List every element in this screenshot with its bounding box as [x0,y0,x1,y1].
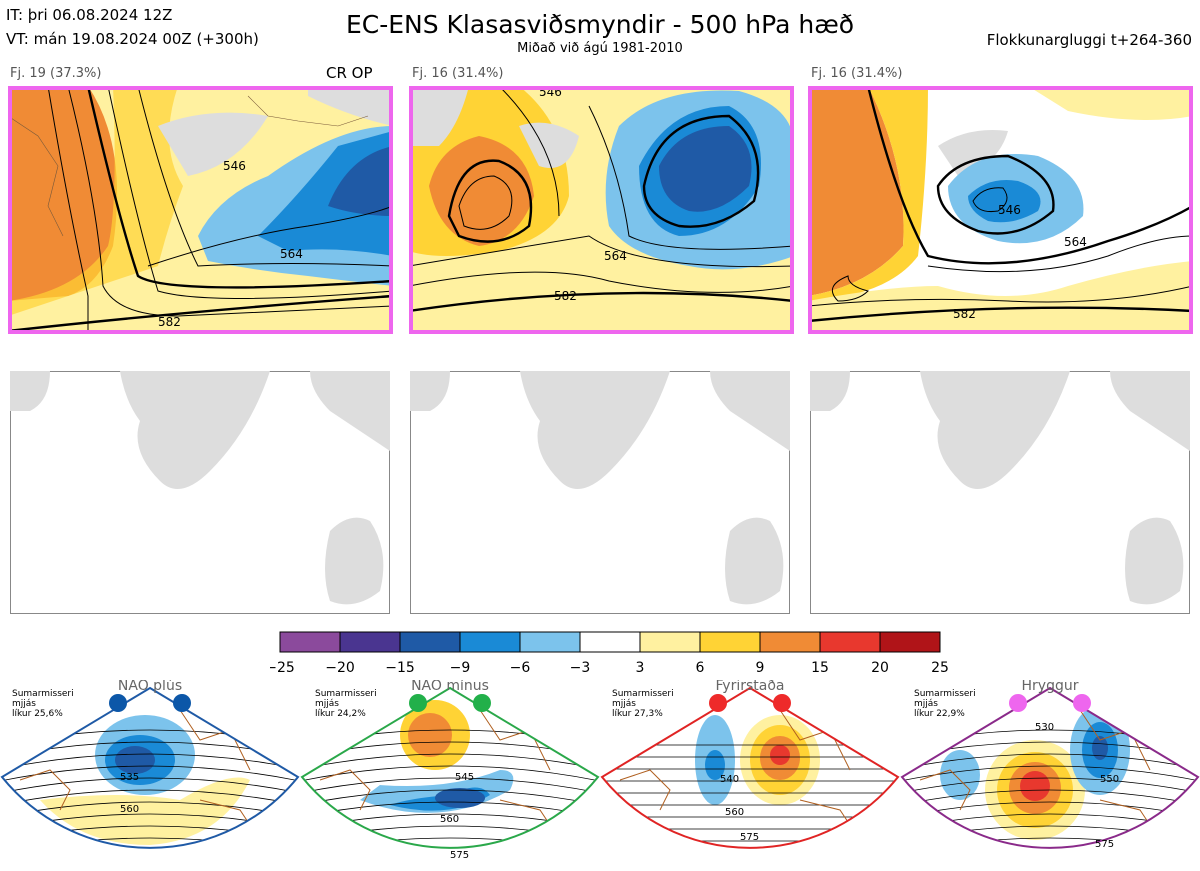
contour-label: 582 [953,307,976,321]
regime-note: Sumarmisseri [315,689,377,699]
colorbar-tick-label: 15 [811,660,829,676]
regime-sector-outline [600,686,900,849]
colorbar-tick-label: −6 [510,660,531,676]
colorbar-tick-label: 9 [756,660,765,676]
regime-map-3: 540 560 575 Fyrirstaða Sumarmisserimjjáslíku… [600,680,900,849]
regime-note: Sumarmisseri [914,689,976,699]
regime-contour-label: 575 [740,832,759,843]
colorbar-tick-label: 6 [696,660,705,676]
contour-label: 582 [158,315,181,329]
regime-contour-label: 550 [1100,774,1119,785]
empty-map-3 [810,371,1190,614]
page-subtitle: Miðað við ágú 1981-2010 [517,41,683,56]
colorbar-segment [339,631,401,653]
regime-contour-label: 540 [720,774,739,785]
regime-sector-outline [900,686,1200,849]
colorbar-segment [639,631,701,653]
regime-note: líkur 22,9% [914,709,965,719]
empty-map-2 [410,371,790,614]
contour-label: 564 [280,247,303,261]
regime-marker-dot [473,694,491,712]
regime-name: Fyrirstaða [716,680,785,694]
regime-marker-dot [1073,694,1091,712]
regime-contour-label: 560 [725,807,744,818]
colorbar-tick-label: −25 [270,660,295,676]
regime-marker-dot [109,694,127,712]
issue-time: IT: þri 06.08.2024 12Z [6,6,173,24]
regime-note: mjjás [612,699,636,709]
contour-label: 546 [998,203,1021,217]
colorbar-segment [699,631,761,653]
regime-map-2: 545 560 575 NAO mínus Sumarmisserimjjáslíkur… [300,680,600,861]
colorbar-segment [879,631,941,653]
regime-sector-outline [300,686,600,849]
regime-contour-label: 545 [455,772,474,783]
regime-marker-dot [773,694,791,712]
cluster-map-1: 564 582 546 [8,86,393,334]
regime-note: mjjás [315,699,339,709]
colorbar-segment [519,631,581,653]
colorbar-segment [759,631,821,653]
page-title: EC-ENS Klasasviðsmyndir - 500 hPa hæð [345,10,855,39]
colorbar-tick-label: 20 [871,660,889,676]
regime-note: líkur 24,2% [315,709,366,719]
regime-marker-dot [409,694,427,712]
colorbar-segment [399,631,461,653]
empty-map-1 [10,371,390,614]
regime-contour-label: 560 [120,804,139,815]
valid-time: VT: mán 19.08.2024 00Z (+300h) [6,30,259,48]
regime-note: mjjás [12,699,36,709]
regime-sector-outline [0,686,300,849]
cluster-map-3: 564 582 546 [808,86,1193,334]
regime-note: líkur 27,3% [612,709,663,719]
panel-3-label: Fj. 16 (31.4%) [811,66,903,81]
regime-name: NAO plús [118,680,182,694]
colorbar-tick-label: −20 [325,660,355,676]
regime-contour-label: 575 [1095,839,1114,850]
regime-note: Sumarmisseri [12,689,74,699]
regime-contour-label: 575 [450,850,469,861]
colorbar-tick-label: −9 [450,660,471,676]
regime-marker-dot [709,694,727,712]
contour-label: 564 [1064,235,1087,249]
regime-note: Sumarmisseri [612,689,674,699]
colorbar-tick-label: −3 [570,660,591,676]
colorbar-tick-label: 25 [931,660,949,676]
contour-label: 546 [223,159,246,173]
regime-contour-label: 535 [120,772,139,783]
colorbar-tick-label: 3 [636,660,645,676]
regime-marker-dot [1009,694,1027,712]
panel-2-label: Fj. 16 (31.4%) [412,66,504,81]
contour-label: 582 [554,289,577,303]
colorbar-tick-label: −15 [385,660,415,676]
regime-marker-dot [173,694,191,712]
colorbar-segment [459,631,521,653]
regime-name: Hryggur [1022,680,1079,694]
classification-window: Flokkunargluggi t+264-360 [986,31,1192,49]
contour-label: 564 [604,249,627,263]
regime-note: líkur 25,6% [12,709,63,719]
colorbar-segment [819,631,881,653]
regime-contour-label: 530 [1035,722,1054,733]
colorbar: −25 −20 −15 −9 −6 −3 3 6 9 15 20 25 [270,631,949,676]
panel-1-tag: CR OP [326,64,373,82]
regime-name: NAO mínus [411,680,489,694]
cluster-map-2: 546 564 582 [409,86,794,334]
colorbar-segment [279,631,341,653]
regime-contour-label: 560 [440,814,459,825]
panel-1-label: Fj. 19 (37.3%) [10,66,102,81]
regime-note: mjjás [914,699,938,709]
colorbar-segment [579,631,641,653]
